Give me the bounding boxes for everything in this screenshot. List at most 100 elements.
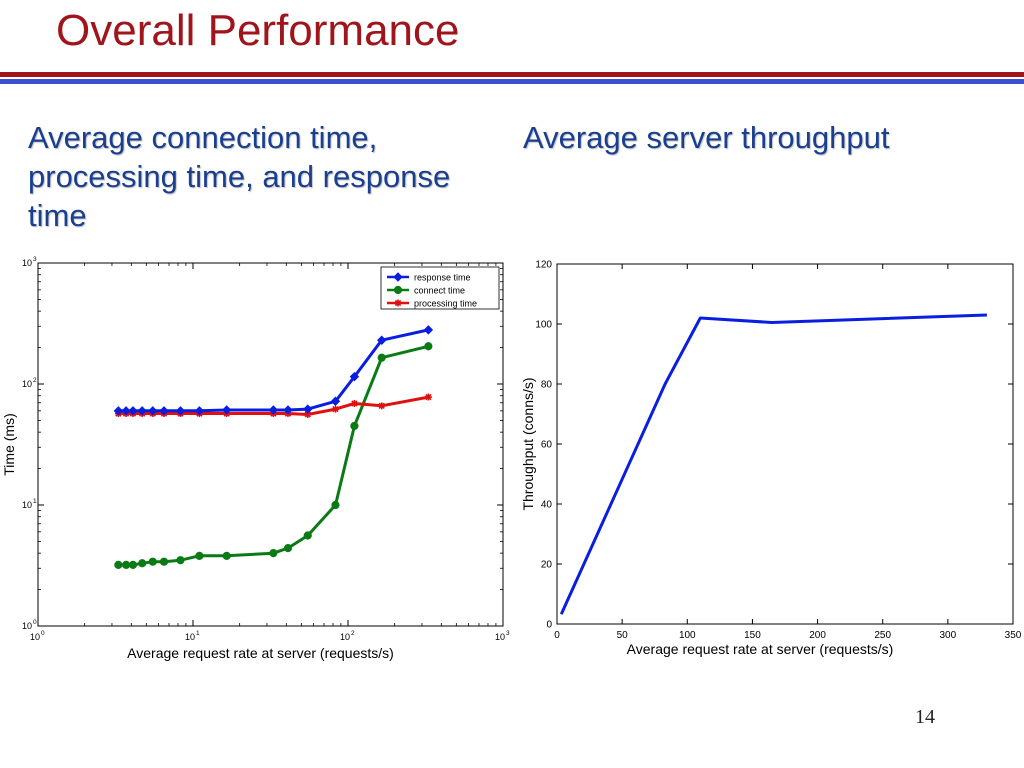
svg-text:0: 0 xyxy=(41,630,45,637)
right-heading: Average server throughput xyxy=(523,120,890,155)
svg-text:10: 10 xyxy=(22,379,32,389)
x-tick-label: 10 1 xyxy=(185,630,200,642)
data-point-connect-time xyxy=(159,557,169,566)
legend-marker-response-time xyxy=(393,272,403,282)
legend-marker-connect-time xyxy=(393,285,403,295)
data-point-processing-time xyxy=(424,393,432,401)
svg-text:10: 10 xyxy=(495,632,505,642)
y-tick-label: 80 xyxy=(541,380,553,391)
svg-text:1: 1 xyxy=(33,498,37,505)
data-point-connect-time xyxy=(377,353,386,362)
title-rule-red xyxy=(0,72,1024,77)
legend-label-response-time: response time xyxy=(414,273,471,283)
plot-frame xyxy=(556,263,1014,625)
data-point-response-time xyxy=(113,406,124,416)
series-line-throughput xyxy=(559,313,987,615)
series-line-connect-time xyxy=(118,344,429,567)
svg-text:10: 10 xyxy=(340,632,350,642)
legend-label-processing-time: processing time xyxy=(414,299,477,309)
left-heading: Average connection time, processing time… xyxy=(28,120,451,233)
series-response-time xyxy=(113,325,434,416)
y-tick-label: 10 2 xyxy=(22,377,37,389)
y-axis-label: Throughput (conns/s) xyxy=(520,377,536,510)
x-tick-label: 10 2 xyxy=(340,630,355,642)
minor-ticks xyxy=(38,263,503,626)
legend-label-connect-time: connect time xyxy=(414,286,465,296)
x-tick-label: 250 xyxy=(874,630,891,641)
data-point-response-time xyxy=(194,406,205,416)
plot-frame xyxy=(37,262,504,627)
data-point-connect-time xyxy=(148,557,157,566)
data-point-response-time xyxy=(121,406,131,416)
x-tick-label: 350 xyxy=(1005,630,1022,641)
data-point-connect-time xyxy=(303,531,312,540)
x-tick-label: 200 xyxy=(809,630,826,641)
data-point-connect-time xyxy=(424,342,433,351)
svg-text:10: 10 xyxy=(22,621,32,631)
title-rule-blue xyxy=(0,79,1024,84)
svg-text:10: 10 xyxy=(30,632,40,642)
data-point-processing-time xyxy=(350,399,358,407)
data-point-processing-time xyxy=(378,402,386,410)
y-tick-label: 20 xyxy=(541,560,553,571)
data-point-response-time xyxy=(148,406,158,416)
y-tick-label: 100 xyxy=(535,320,552,331)
data-point-connect-time xyxy=(114,560,123,569)
y-tick-label: 10 1 xyxy=(22,498,37,510)
data-point-response-time xyxy=(377,335,387,345)
data-point-response-time xyxy=(283,405,293,415)
data-point-connect-time xyxy=(121,560,131,569)
throughput-chart: 0 50 100 150 200 250 300 350 0 20 40 60 80 100 120 Aver… xyxy=(520,260,1022,658)
data-point-processing-time xyxy=(331,405,339,413)
data-point-processing-time xyxy=(304,410,312,418)
series-line-processing-time xyxy=(118,395,429,416)
data-point-connect-time xyxy=(222,551,231,560)
data-point-response-time xyxy=(303,404,313,414)
data-point-response-time xyxy=(268,405,279,415)
legend: response time connect time processing time xyxy=(380,266,500,310)
legend-marker-processing-time xyxy=(394,299,402,307)
data-point-connect-time xyxy=(128,560,138,569)
data-point-connect-time xyxy=(138,559,147,568)
y-tick-label: 40 xyxy=(541,500,553,511)
series-connect-time xyxy=(114,342,433,569)
data-point-connect-time xyxy=(350,421,359,431)
svg-text:1: 1 xyxy=(196,630,200,637)
data-point-response-time xyxy=(137,406,147,416)
y-tick-label: 60 xyxy=(541,440,553,451)
svg-text:3: 3 xyxy=(506,630,510,637)
svg-text:10: 10 xyxy=(185,632,195,642)
svg-text:0: 0 xyxy=(33,619,37,626)
svg-text:10: 10 xyxy=(22,258,32,268)
svg-text:3: 3 xyxy=(33,256,37,263)
x-tick-label: 0 xyxy=(554,630,560,641)
data-point-connect-time xyxy=(269,549,278,558)
data-point-response-time xyxy=(159,406,169,416)
y-tick-label: 10 3 xyxy=(22,256,37,268)
data-point-connect-time xyxy=(331,500,340,510)
x-axis-label: Average request rate at server (requests… xyxy=(627,641,894,657)
data-point-response-time xyxy=(175,406,186,416)
svg-text:10: 10 xyxy=(22,500,32,510)
data-point-response-time xyxy=(222,405,232,415)
page-number: 14 xyxy=(915,706,935,728)
x-tick-label: 100 xyxy=(679,630,696,641)
x-axis-label: Average request rate at server (requests… xyxy=(127,645,394,661)
y-axis-label: Time (ms) xyxy=(1,413,17,475)
data-point-connect-time xyxy=(176,556,185,565)
x-tick-label: 150 xyxy=(744,630,761,641)
y-tick-label: 120 xyxy=(535,260,552,271)
y-tick-label: 0 xyxy=(546,620,552,631)
x-tick-label: 300 xyxy=(940,630,957,641)
data-point-connect-time xyxy=(195,551,204,560)
slide-title: Overall Performance xyxy=(56,6,460,55)
data-point-connect-time xyxy=(283,544,293,553)
data-point-response-time xyxy=(128,406,138,416)
x-tick-label: 10 3 xyxy=(495,630,510,642)
x-tick-label: 50 xyxy=(617,630,629,641)
svg-text:2: 2 xyxy=(351,630,355,637)
data-point-response-time xyxy=(330,396,341,406)
